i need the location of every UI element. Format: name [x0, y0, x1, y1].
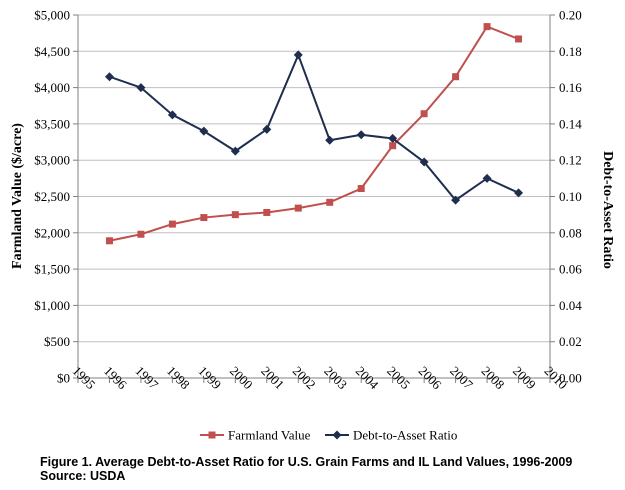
data-point — [104, 72, 114, 82]
data-point — [515, 35, 523, 43]
x-tick-label: 2008 — [479, 363, 508, 392]
y2-tick-label: 0.10 — [559, 189, 582, 204]
y2-tick-label: 0.08 — [559, 225, 582, 240]
series-line-1 — [109, 52, 519, 202]
y2-tick-label: 0.00 — [559, 371, 582, 386]
x-tick-label: 2004 — [353, 363, 382, 392]
data-point — [356, 130, 366, 140]
data-point — [326, 198, 334, 206]
x-tick-label: 2010 — [541, 363, 570, 392]
axis-ticks: $0 $500 $1,000 $1,500 $2,000 $2,500 $3,000 $3,5… — [34, 8, 582, 393]
x-tick-label: 1999 — [195, 363, 224, 392]
y-tick-label: $2,500 — [34, 189, 70, 204]
gridlines — [78, 14, 550, 343]
legend-marker — [332, 430, 342, 440]
x-tick-label: 1997 — [132, 363, 161, 392]
data-point — [514, 188, 524, 198]
data-point — [389, 142, 397, 150]
y2-tick-label: 0.04 — [559, 298, 582, 313]
y2-tick-label: 0.02 — [559, 334, 582, 349]
data-point — [482, 173, 492, 183]
data-point — [231, 211, 239, 219]
data-point — [105, 237, 113, 245]
y2-tick-label: 0.16 — [559, 80, 582, 95]
data-point — [419, 157, 429, 167]
data-point — [168, 220, 176, 228]
y-tick-label: $2,000 — [34, 225, 70, 240]
y2-tick-label: 0.20 — [559, 8, 582, 23]
x-tick-label: 2005 — [384, 363, 413, 392]
caption-source: Source: USDA — [40, 469, 126, 483]
data-point — [137, 230, 145, 238]
data-point — [357, 185, 365, 193]
data-point — [230, 146, 240, 156]
x-tick-label: 2007 — [447, 363, 476, 392]
y-tick-label: $0 — [57, 371, 70, 386]
x-tick-label: 1996 — [101, 363, 130, 392]
x-tick-label: 1998 — [164, 363, 193, 392]
chart: $0 $500 $1,000 $1,500 $2,000 $2,500 $3,000 $3,5… — [10, 8, 615, 443]
data-point — [200, 214, 208, 222]
data-point — [199, 126, 209, 136]
legend-marker — [208, 431, 216, 439]
x-tick-label: 2006 — [416, 363, 445, 392]
series-layer — [104, 23, 524, 245]
y-tick-label: $4,000 — [34, 80, 70, 95]
data-point — [136, 83, 146, 93]
y2-tick-label: 0.18 — [559, 44, 582, 59]
legend-label: Debt-to-Asset Ratio — [353, 428, 457, 443]
legend-label: Farmland Value — [228, 428, 311, 443]
x-tick-label: 2009 — [510, 363, 539, 392]
x-tick-label: 2001 — [258, 363, 287, 392]
y-tick-label: $3,500 — [34, 116, 70, 131]
y2-axis-title: Debt-to-Asset Ratio — [600, 151, 615, 269]
y-tick-label: $5,000 — [34, 8, 70, 23]
data-point — [483, 23, 491, 31]
y-axis-title: Farmland Value ($/acre) — [10, 123, 25, 269]
data-point — [294, 204, 302, 212]
y2-tick-label: 0.14 — [559, 116, 582, 131]
x-tick-label: 2002 — [290, 363, 319, 392]
series-line-0 — [109, 25, 519, 242]
data-point — [262, 124, 272, 134]
y2-tick-label: 0.12 — [559, 153, 582, 168]
y-tick-label: $1,500 — [34, 262, 70, 277]
y-tick-label: $1,000 — [34, 298, 70, 313]
data-point — [325, 135, 335, 145]
figure-caption: Figure 1. Average Debt-to-Asset Ratio fo… — [40, 455, 620, 483]
data-point — [293, 50, 303, 60]
data-point — [388, 133, 398, 143]
caption-title: Figure 1. Average Debt-to-Asset Ratio fo… — [40, 455, 573, 469]
x-tick-label: 1995 — [69, 363, 98, 392]
data-point — [451, 195, 461, 205]
y-tick-label: $500 — [44, 334, 70, 349]
y2-tick-label: 0.06 — [559, 262, 582, 277]
data-point — [420, 110, 428, 118]
y-tick-label: $3,000 — [34, 153, 70, 168]
data-point — [167, 110, 177, 120]
y-tick-label: $4,500 — [34, 44, 70, 59]
legend: Farmland Value Debt-to-Asset Ratio — [200, 428, 457, 443]
data-point — [263, 208, 271, 216]
data-point — [452, 73, 460, 81]
x-tick-label: 2000 — [227, 363, 256, 392]
x-tick-label: 2003 — [321, 363, 350, 392]
